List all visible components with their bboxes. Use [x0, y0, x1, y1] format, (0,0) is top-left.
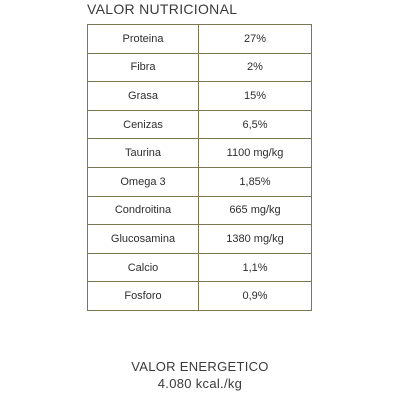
nutrient-value: 2% [198, 52, 312, 83]
nutrient-value: 1,85% [198, 166, 312, 197]
energy-label: VALOR ENERGETICO [131, 359, 269, 374]
table-row: Omega 3 1,85% [87, 166, 312, 197]
nutrient-value: 27% [198, 24, 312, 54]
nutrient-value: 1100 mg/kg [198, 138, 312, 168]
table-row: Condroitina 665 mg/kg [87, 195, 312, 226]
table-row: Glucosamina 1380 mg/kg [87, 224, 312, 254]
table-row: Cenizas 6,5% [87, 109, 312, 140]
table-row: Proteina 27% [87, 24, 312, 54]
nutrient-value: 665 mg/kg [198, 195, 312, 226]
table-row: Fosforo 0,9% [87, 281, 312, 311]
nutrient-value: 6,5% [198, 109, 312, 140]
nutrient-value: 1,1% [198, 252, 312, 283]
nutrient-value: 15% [198, 81, 312, 111]
table-row: Grasa 15% [87, 81, 312, 111]
nutrient-label: Fibra [87, 52, 199, 83]
nutrient-label: Cenizas [87, 109, 199, 140]
table-row: Calcio 1,1% [87, 252, 312, 283]
nutrient-label: Taurina [87, 138, 199, 168]
nutrition-table: Proteina 27% Fibra 2% Grasa 15% Cenizas … [87, 24, 312, 311]
table-row: Fibra 2% [87, 52, 312, 83]
table-row: Taurina 1100 mg/kg [87, 138, 312, 168]
nutrient-label: Condroitina [87, 195, 199, 226]
nutrient-label: Omega 3 [87, 166, 199, 197]
nutrient-label: Grasa [87, 81, 199, 111]
nutrient-label: Fosforo [87, 281, 199, 311]
nutrient-label: Glucosamina [87, 224, 199, 254]
nutrient-value: 1380 mg/kg [198, 224, 312, 254]
section-title: VALOR NUTRICIONAL [87, 1, 238, 17]
nutrient-value: 0,9% [198, 281, 312, 311]
energy-value: 4.080 kcal./kg [157, 376, 243, 391]
energy-block: VALOR ENERGETICO 4.080 kcal./kg [0, 358, 400, 392]
nutrient-label: Calcio [87, 252, 199, 283]
nutrient-label: Proteina [87, 24, 199, 54]
